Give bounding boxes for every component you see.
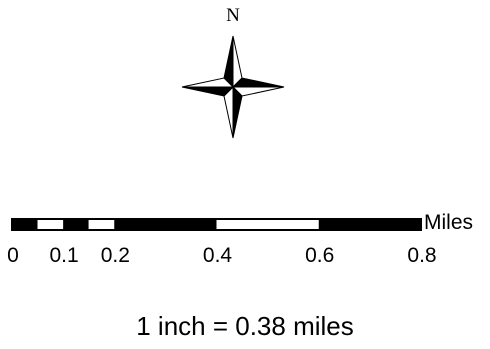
- scale-tick-label: 0.4: [202, 244, 233, 267]
- scale-tick-label: 0.2: [100, 244, 130, 267]
- scale-tick-label: 0.1: [49, 244, 79, 267]
- scale-tick-label: 0.8: [407, 244, 437, 267]
- north-arrow: [181, 35, 285, 139]
- scale-segment-2: [63, 219, 89, 230]
- scale-segment-5: [216, 219, 319, 230]
- scale-ratio-text: 1 inch = 0.38 miles: [136, 311, 354, 341]
- scale-segment-4: [114, 219, 217, 230]
- scale-tick-label: 0.6: [305, 244, 335, 267]
- scale-bar-outline: [11, 218, 422, 231]
- scale-segment-3: [88, 219, 115, 230]
- scale-bar-segments: [11, 218, 422, 231]
- scale-segment-1: [37, 219, 64, 230]
- scale-segment-6: [318, 219, 421, 230]
- scale-units-label: Miles: [424, 211, 474, 234]
- compass-point-west-light: [181, 77, 235, 88]
- north-label: N: [226, 5, 240, 26]
- scale-segment-0: [12, 219, 38, 230]
- scale-tick-label: 0: [7, 244, 19, 267]
